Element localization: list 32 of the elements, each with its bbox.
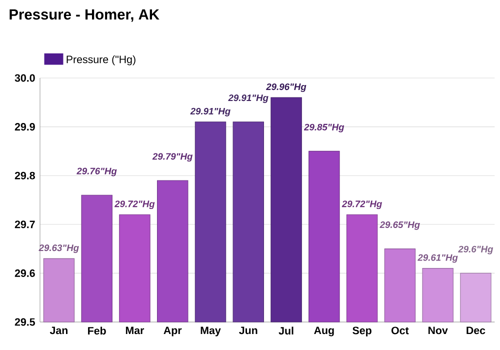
y-tick-label: 29.5 <box>14 318 35 326</box>
x-tick-label: Aug <box>314 326 334 336</box>
data-label: 29.96"Hg <box>266 83 306 92</box>
data-label: 29.79"Hg <box>152 153 193 162</box>
y-tick-label: 29.8 <box>14 172 35 180</box>
x-tick-label: Dec <box>466 326 486 334</box>
x-tick-label: Jun <box>239 326 258 334</box>
y-tick-label: 30.0 <box>14 74 35 82</box>
data-label: 29.72"Hg <box>114 200 155 210</box>
data-label: 29.85"Hg <box>304 124 344 132</box>
y-tick-label: 29.6 <box>14 269 35 277</box>
data-label: 29.63"Hg <box>38 244 79 253</box>
x-tick-label: Jan <box>50 326 68 334</box>
x-tick-label: May <box>200 326 221 336</box>
chart-title: Pressure - Homer, AK <box>10 9 160 22</box>
y-tick-label: 29.9 <box>14 123 35 131</box>
x-tick-label: Apr <box>164 326 182 336</box>
legend-label: Pressure ("Hg) <box>66 55 136 66</box>
data-label: 29.61"Hg <box>418 254 458 263</box>
x-tick-label: Oct <box>391 326 409 334</box>
x-tick-label: Mar <box>126 326 144 334</box>
data-label: 29.72"Hg <box>342 200 382 210</box>
data-label: 29.65"Hg <box>380 221 420 230</box>
data-label: 29.91"Hg <box>228 94 268 103</box>
data-label: 29.76"Hg <box>76 168 117 176</box>
x-tick-label: Nov <box>428 326 448 334</box>
y-tick-label: 29.7 <box>14 220 35 228</box>
x-tick-label: Feb <box>88 326 106 335</box>
x-tick-label: Sep <box>352 326 372 336</box>
x-tick-label: Jul <box>278 326 294 335</box>
data-label: 29.91"Hg <box>190 108 230 116</box>
data-label: 29.6"Hg <box>458 246 494 254</box>
